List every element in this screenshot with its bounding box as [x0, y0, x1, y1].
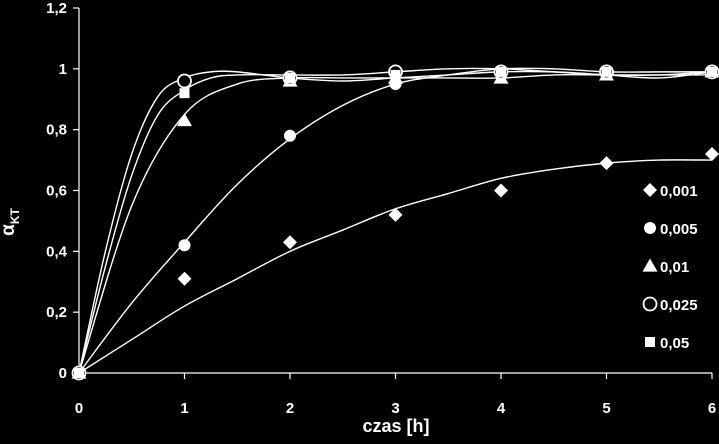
fit-curve-0-01 — [79, 75, 712, 373]
x-axis-title: czas [h] — [362, 416, 429, 436]
fit-curve-0-001 — [79, 160, 712, 373]
x-tick-label: 3 — [391, 400, 399, 417]
y-tick-label: 0,8 — [46, 122, 67, 139]
y-tick-label: 0,2 — [46, 304, 67, 321]
legend-label: 0,005 — [660, 221, 698, 238]
data-point-0-05 — [496, 67, 506, 77]
data-point-0-05 — [602, 67, 612, 77]
legend-item: 0,001 — [643, 183, 698, 200]
axes: 0 0,2 0,4 0,6 0,8 1 1,2 0 1 2 3 4 5 6 — [46, 0, 716, 417]
legend-item: 0,005 — [644, 221, 698, 238]
data-point-0-005 — [179, 239, 191, 251]
legend-label: 0,001 — [660, 183, 698, 200]
y-tick-label: 0 — [59, 365, 67, 382]
legend-item: 0,05 — [645, 335, 689, 352]
legend-marker-square — [645, 337, 655, 347]
legend-marker-circle — [644, 222, 656, 234]
legend: 0,001 0,005 0,01 0,025 0,05 — [643, 183, 698, 352]
x-tick-label: 4 — [497, 400, 506, 417]
data-point-0-001 — [283, 235, 297, 249]
y-tick-label: 0,6 — [46, 183, 67, 200]
y-tick-label: 1 — [59, 61, 67, 78]
data-point-0-05 — [74, 368, 84, 378]
x-tick-label: 5 — [602, 400, 610, 417]
y-axis-title: αKT — [0, 207, 22, 235]
x-tick-label: 6 — [708, 400, 716, 417]
data-point-0-01 — [177, 113, 192, 126]
data-point-0-05 — [707, 67, 717, 77]
legend-marker-open-circle — [644, 298, 657, 311]
x-tick-label: 2 — [286, 400, 294, 417]
legend-marker-triangle — [643, 259, 658, 272]
legend-marker-diamond — [643, 183, 657, 197]
data-point-0-001 — [600, 156, 614, 170]
legend-label: 0,01 — [660, 259, 689, 276]
legend-item: 0,01 — [643, 259, 690, 277]
y-axis-title-sub: KT — [8, 207, 22, 224]
x-tick-label: 1 — [180, 400, 188, 417]
data-point-0-001 — [178, 272, 192, 286]
data-point-0-05 — [180, 88, 190, 98]
data-point-0-05 — [391, 70, 401, 80]
data-point-0-001 — [705, 147, 719, 161]
legend-label: 0,05 — [660, 335, 689, 352]
data-point-0-001 — [494, 184, 508, 198]
x-tick-label: 0 — [75, 400, 83, 417]
svg-text:αKT: αKT — [0, 207, 22, 235]
data-markers — [72, 64, 719, 380]
data-point-0-05 — [285, 73, 295, 83]
data-point-0-025 — [178, 75, 191, 88]
y-axis-title-main: α — [0, 224, 19, 236]
legend-label: 0,025 — [660, 297, 698, 314]
y-tick-label: 1,2 — [46, 0, 67, 17]
y-tick-label: 0,4 — [46, 243, 68, 260]
legend-item: 0,025 — [644, 297, 698, 314]
data-point-0-005 — [284, 130, 296, 142]
fit-curve-0-025 — [79, 71, 712, 373]
